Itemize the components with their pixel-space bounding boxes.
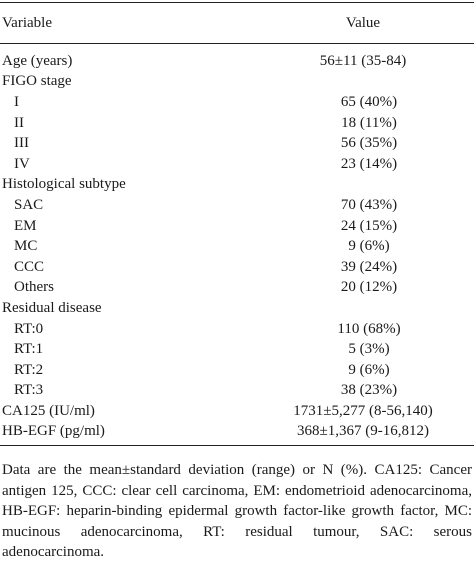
table-row: RT:0 110 (68%) — [0, 319, 474, 340]
table-row: SAC 70 (43%) — [0, 195, 474, 216]
table-row: RT:1 5 (3%) — [0, 339, 474, 360]
row-value: 9 (6%) — [348, 361, 390, 378]
table-row: FIGO stage — [0, 72, 474, 93]
row-variable: CCC — [14, 258, 45, 275]
table-row: Age (years) 56±11 (35-84) — [0, 51, 474, 72]
row-value: 18 (11%) — [341, 114, 397, 131]
row-variable: IV — [14, 155, 30, 172]
table-row: Others 20 (12%) — [0, 278, 474, 299]
row-value: 65 (40%) — [340, 93, 398, 110]
table-row: IV 23 (14%) — [0, 154, 474, 175]
row-variable: RT:3 — [14, 382, 44, 399]
row-variable: SAC — [14, 196, 44, 213]
table-row: MC 9 (6%) — [0, 236, 474, 257]
row-variable: EM — [14, 217, 37, 234]
table-top-rule — [0, 2, 474, 3]
header-value: Value — [345, 14, 381, 31]
table-row: CCC 39 (24%) — [0, 257, 474, 278]
row-value: 20 (12%) — [340, 279, 398, 296]
row-variable: III — [14, 135, 29, 152]
row-variable: Age (years) — [2, 52, 73, 69]
row-variable: RT:1 — [14, 341, 44, 358]
row-value: 5 (3%) — [348, 341, 390, 358]
table-row: EM 24 (15%) — [0, 216, 474, 237]
row-variable: Histological subtype — [2, 176, 126, 193]
row-variable: RT:0 — [14, 320, 44, 337]
table-row: HB-EGF (pg/ml) 368±1,367 (9-16,812) — [0, 422, 474, 443]
table-header-rule — [0, 43, 474, 44]
table-row: RT:2 9 (6%) — [0, 360, 474, 381]
table-header: Variable Value — [0, 3, 474, 43]
table-row: III 56 (35%) — [0, 133, 474, 154]
row-variable: Others — [14, 279, 54, 296]
row-value: 56 (35%) — [340, 135, 398, 152]
table-footnote: Data are the mean±standard deviation (ra… — [2, 462, 472, 560]
table-body: Age (years) 56±11 (35-84) FIGO stage I 65 (4… — [0, 44, 474, 445]
row-variable: CA125 (IU/ml) — [2, 402, 95, 419]
table-row: RT:3 38 (23%) — [0, 381, 474, 402]
table-row: CA125 (IU/ml) 1731±5,277 (8-56,140) — [0, 401, 474, 422]
row-variable: I — [14, 93, 19, 110]
row-variable: II — [14, 114, 24, 131]
table-row: I 65 (40%) — [0, 92, 474, 113]
row-value: 1731±5,277 (8-56,140) — [293, 402, 433, 419]
row-variable: FIGO stage — [2, 73, 72, 90]
table-bottom-rule — [0, 445, 474, 447]
row-value: 368±1,367 (9-16,812) — [297, 423, 429, 440]
row-variable: HB-EGF (pg/ml) — [2, 423, 105, 440]
row-variable: RT:2 — [14, 361, 44, 378]
row-value: 24 (15%) — [340, 217, 398, 234]
row-value: 56±11 (35-84) — [319, 52, 407, 69]
table-row: II 18 (11%) — [0, 113, 474, 134]
row-value: 110 (68%) — [337, 320, 401, 337]
row-value: 38 (23%) — [340, 382, 398, 399]
row-variable: Residual disease — [2, 299, 102, 316]
table-row: Residual disease — [0, 298, 474, 319]
data-table: Variable Value Age (years) 56±11 (35-84) F… — [0, 2, 474, 447]
row-value: 9 (6%) — [348, 238, 390, 255]
row-value: 39 (24%) — [340, 258, 398, 275]
row-value: 23 (14%) — [340, 155, 398, 172]
row-variable: MC — [14, 238, 38, 255]
table-row: Histological subtype — [0, 175, 474, 196]
row-value: 70 (43%) — [340, 196, 398, 213]
header-variable: Variable — [2, 14, 52, 31]
